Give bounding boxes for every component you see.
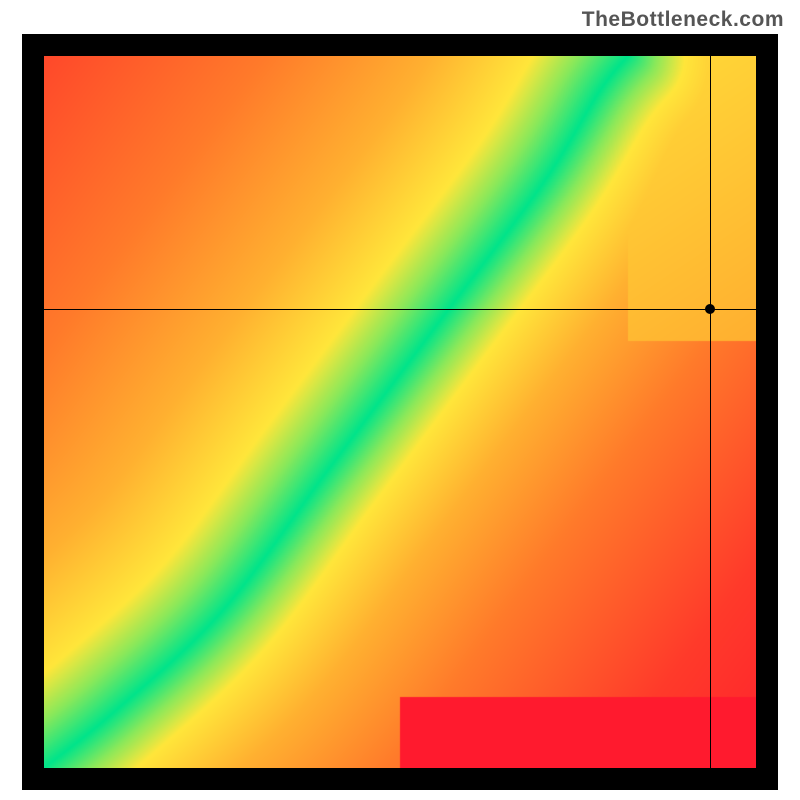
crosshair-vertical xyxy=(710,56,711,768)
plot-area xyxy=(44,56,756,768)
watermark-text: TheBottleneck.com xyxy=(582,8,784,32)
heatmap-canvas xyxy=(44,56,756,768)
crosshair-horizontal xyxy=(44,309,756,310)
chart-container: TheBottleneck.com xyxy=(0,0,800,800)
plot-frame xyxy=(22,34,778,790)
selection-marker xyxy=(705,304,715,314)
